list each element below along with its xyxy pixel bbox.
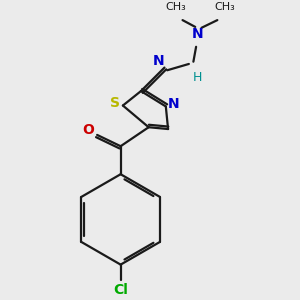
Text: Cl: Cl (113, 284, 128, 297)
Text: H: H (192, 71, 202, 85)
Text: N: N (168, 97, 180, 111)
Text: N: N (192, 27, 204, 41)
Text: CH₃: CH₃ (214, 2, 236, 13)
Text: N: N (152, 54, 164, 68)
Text: CH₃: CH₃ (165, 2, 186, 13)
Text: O: O (82, 123, 94, 137)
Text: S: S (110, 96, 120, 110)
